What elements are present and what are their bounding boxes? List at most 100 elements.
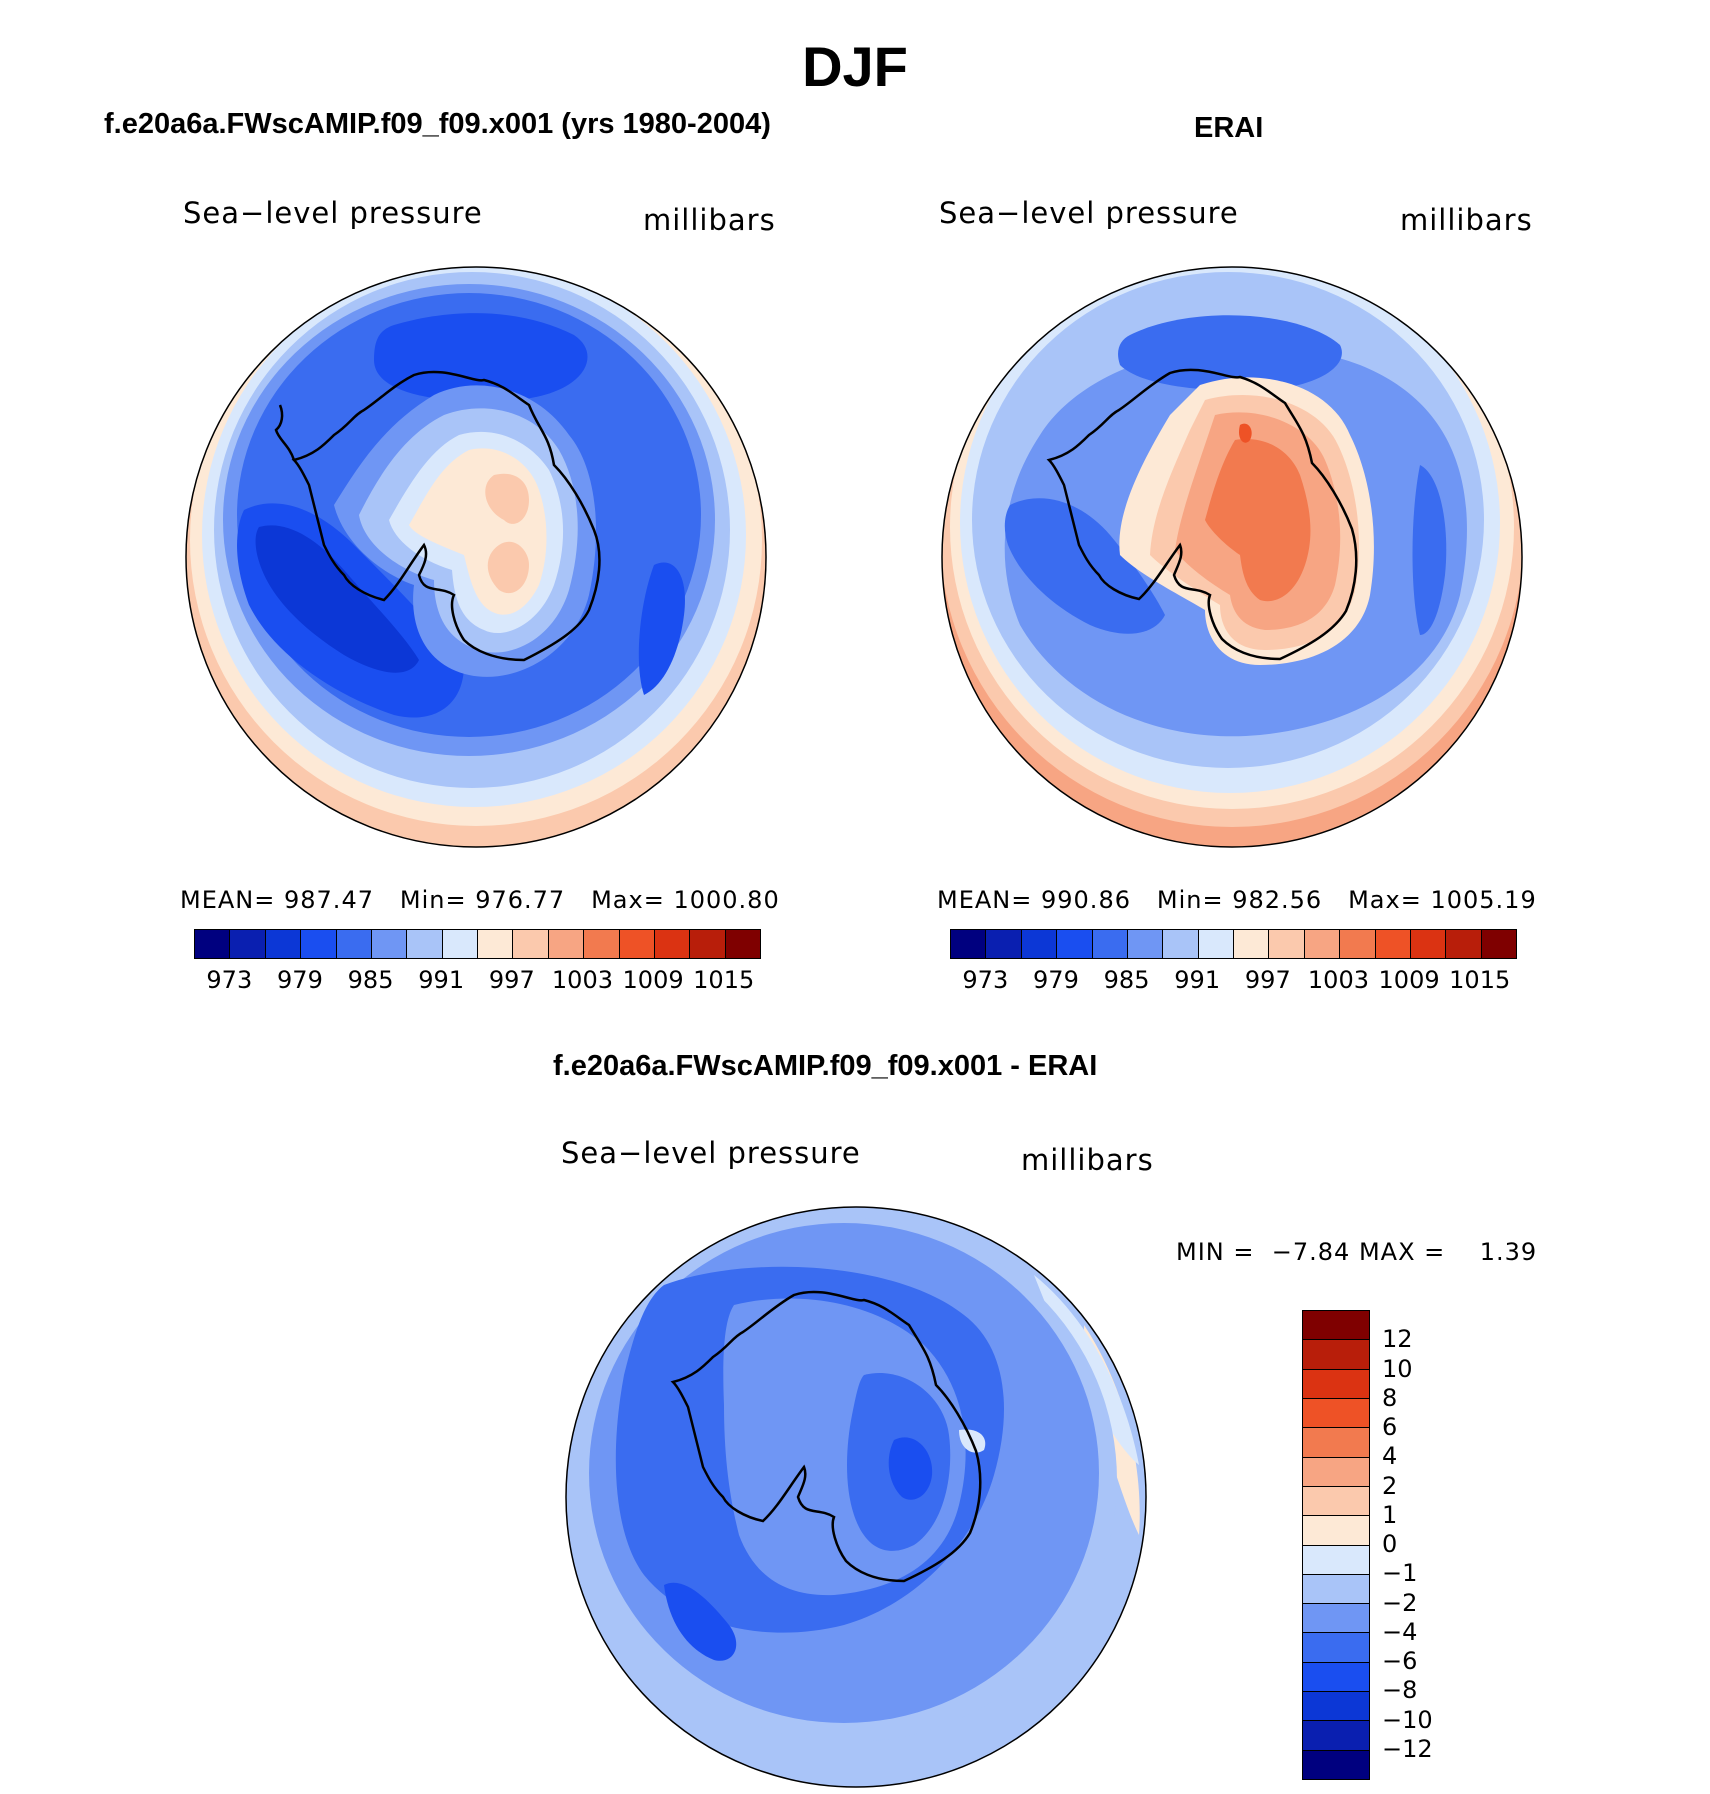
colorbar-swatch	[1303, 1545, 1369, 1575]
colorbar-tick-label: 10	[1382, 1354, 1413, 1383]
colorbar-tick-label: −8	[1382, 1676, 1418, 1705]
colorbar-swatch	[513, 930, 549, 958]
colorbar-swatch	[619, 930, 655, 958]
colorbar-tick-label: 8	[1382, 1383, 1398, 1412]
max-value: 1.39	[1479, 1238, 1538, 1266]
colorbar-tick-label: 4	[1382, 1442, 1398, 1471]
colorbar-swatch	[986, 930, 1022, 958]
colorbar-swatch	[1163, 930, 1199, 958]
colorbar-tick-label: 979	[1033, 966, 1079, 994]
min-value: 976.77	[475, 886, 566, 914]
colorbar-swatch	[336, 930, 372, 958]
panel-diff-map	[565, 1206, 1147, 1788]
colorbar-swatch	[1303, 1662, 1369, 1693]
panel-diff-variable-label: Sea−level pressure	[561, 1136, 861, 1170]
colorbar-swatch	[1304, 930, 1341, 958]
colorbar-swatch	[1303, 1633, 1369, 1663]
colorbar-swatch	[951, 930, 987, 958]
colorbar-tick-label: 6	[1382, 1413, 1398, 1441]
colorbar-swatch	[1303, 1311, 1369, 1341]
colorbar-tick-label: −12	[1382, 1734, 1433, 1763]
colorbar-tick-label: 1009	[622, 966, 684, 994]
panel-diff-colorbar	[1302, 1310, 1370, 1780]
mean-label: MEAN=	[180, 886, 276, 914]
panel-model-header: f.e20a6a.FWscAMIP.f09_f09.x001 (yrs 1980…	[104, 108, 771, 140]
max-label: MAX =	[1358, 1238, 1446, 1266]
colorbar-swatch	[1446, 930, 1482, 958]
colorbar-swatch	[478, 930, 514, 958]
colorbar-tick-label: 2	[1382, 1471, 1398, 1500]
colorbar-tick-label: 991	[1174, 966, 1221, 994]
colorbar-swatch	[1092, 930, 1128, 958]
min-label: Min=	[1156, 886, 1224, 914]
panel-model-stats: MEAN= 987.47 Min= 976.77 Max= 1000.80	[180, 886, 780, 914]
colorbar-swatch	[1198, 930, 1234, 958]
colorbar-tick-label: 997	[1244, 966, 1291, 994]
colorbar-swatch	[584, 930, 620, 958]
panel-obs-colorbar	[950, 929, 1517, 959]
min-label: Min=	[399, 886, 467, 914]
mean-label: MEAN=	[937, 886, 1033, 914]
colorbar-swatch	[1303, 1721, 1369, 1751]
panel-diff-colorbar-ticks: 12 10 8 6 4 2 1 0 −1 −2 −4 −6 −8 −10 −12	[1382, 1310, 1462, 1778]
panel-obs-variable-label: Sea−level pressure	[939, 196, 1239, 230]
colorbar-swatch	[1127, 930, 1164, 958]
panel-obs-units-label: millibars	[1400, 203, 1533, 237]
colorbar-tick-label: 985	[1103, 966, 1150, 994]
max-label: Max=	[1348, 886, 1422, 914]
colorbar-swatch	[1303, 1340, 1369, 1370]
colorbar-swatch	[1234, 930, 1270, 958]
panel-obs-header: ERAI	[1194, 112, 1264, 144]
max-label: Max=	[591, 886, 665, 914]
colorbar-swatch	[1303, 1574, 1369, 1605]
colorbar-tick-label: −1	[1382, 1559, 1418, 1588]
colorbar-tick-label: 973	[962, 966, 1009, 994]
colorbar-swatch	[1303, 1750, 1369, 1779]
panel-model-variable-label: Sea−level pressure	[183, 196, 483, 230]
colorbar-swatch	[442, 930, 478, 958]
colorbar-tick-label: 1003	[1307, 966, 1369, 994]
panel-diff-units-label: millibars	[1021, 1143, 1154, 1177]
colorbar-swatch	[1410, 930, 1447, 958]
min-label: MIN =	[1176, 1238, 1255, 1266]
colorbar-swatch	[407, 930, 443, 958]
colorbar-tick-label: 973	[206, 966, 253, 994]
panel-model-colorbar	[194, 929, 761, 959]
panel-obs-map	[941, 266, 1523, 848]
mean-value: 987.47	[284, 886, 374, 914]
max-value: 1000.80	[673, 886, 780, 914]
colorbar-swatch	[1303, 1428, 1369, 1458]
panel-obs-stats: MEAN= 990.86 Min= 982.56 Max= 1005.19	[937, 886, 1537, 914]
max-value: 1005.19	[1430, 886, 1537, 914]
mean-value: 990.86	[1041, 886, 1131, 914]
colorbar-swatch	[690, 930, 726, 958]
colorbar-tick-label: 12	[1382, 1325, 1413, 1354]
figure-title: DJF	[802, 35, 908, 98]
colorbar-swatch	[301, 930, 337, 958]
panel-model-map	[185, 266, 767, 848]
colorbar-swatch	[654, 930, 691, 958]
min-value: 982.56	[1232, 886, 1323, 914]
colorbar-tick-label: 1015	[693, 966, 755, 994]
colorbar-swatch	[1303, 1369, 1369, 1399]
colorbar-tick-label: −2	[1382, 1588, 1418, 1617]
colorbar-swatch	[1375, 930, 1411, 958]
colorbar-swatch	[1303, 1604, 1369, 1634]
colorbar-swatch	[1303, 1692, 1369, 1722]
colorbar-swatch	[1303, 1457, 1369, 1487]
colorbar-tick-label: −4	[1382, 1617, 1418, 1646]
panel-model-units-label: millibars	[643, 203, 776, 237]
colorbar-tick-label: 985	[347, 966, 394, 994]
panel-diff-header: f.e20a6a.FWscAMIP.f09_f09.x001 - ERAI	[553, 1050, 1098, 1082]
colorbar-tick-label: −6	[1382, 1647, 1418, 1675]
colorbar-swatch	[725, 930, 760, 958]
colorbar-swatch	[195, 930, 231, 958]
colorbar-swatch	[371, 930, 408, 958]
colorbar-swatch	[230, 930, 266, 958]
colorbar-swatch	[1340, 930, 1376, 958]
colorbar-swatch	[265, 930, 302, 958]
colorbar-swatch	[1057, 930, 1093, 958]
colorbar-tick-label: 1	[1382, 1500, 1398, 1529]
min-value: −7.84	[1271, 1238, 1351, 1266]
colorbar-swatch	[1481, 930, 1516, 958]
